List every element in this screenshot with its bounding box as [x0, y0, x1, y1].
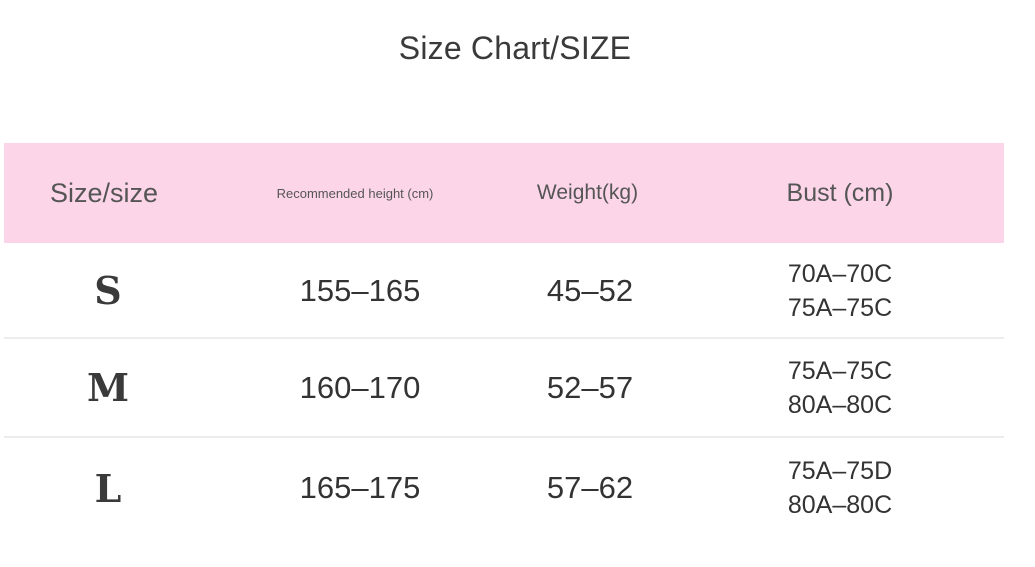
- page-title: Size Chart/SIZE: [398, 30, 632, 66]
- row-s-weight: 45–52: [546, 272, 634, 308]
- row-l-bust-line-1: 75A–75D: [787, 457, 893, 485]
- row-l-bust: 75A–75D 80A–80C: [715, 438, 965, 538]
- row-l-bust-line-2: 80A–80C: [787, 491, 893, 519]
- header-bust: Bust (cm): [786, 178, 894, 207]
- row-m-weight: 52–57: [546, 369, 634, 405]
- row-s-bust-line-2: 75A–75C: [787, 293, 893, 322]
- header-size: Size/size: [49, 177, 159, 208]
- header-recommended-height: Recommended height (cm): [276, 185, 434, 201]
- row-divider: [4, 337, 1004, 339]
- row-s-bust: 70A–70C 75A–75C: [715, 243, 965, 338]
- table-header-band: [4, 143, 1004, 243]
- table-row-size-m: M: [86, 365, 130, 410]
- row-m-bust: 75A–75C 80A–80C: [715, 339, 965, 436]
- row-m-height: 160–170: [299, 369, 421, 405]
- row-s-height: 155–165: [299, 272, 421, 308]
- table-row-size-l: L: [94, 465, 122, 511]
- row-l-weight: 57–62: [546, 470, 634, 505]
- row-l-height: 165–175: [299, 470, 421, 505]
- table-row-size-s: S: [94, 268, 122, 313]
- header-weight: Weight(kg): [536, 181, 639, 204]
- row-m-bust-line-1: 75A–75C: [787, 356, 893, 385]
- row-divider: [4, 436, 1004, 438]
- row-m-bust-line-2: 80A–80C: [787, 390, 893, 419]
- row-s-bust-line-1: 70A–70C: [787, 259, 893, 288]
